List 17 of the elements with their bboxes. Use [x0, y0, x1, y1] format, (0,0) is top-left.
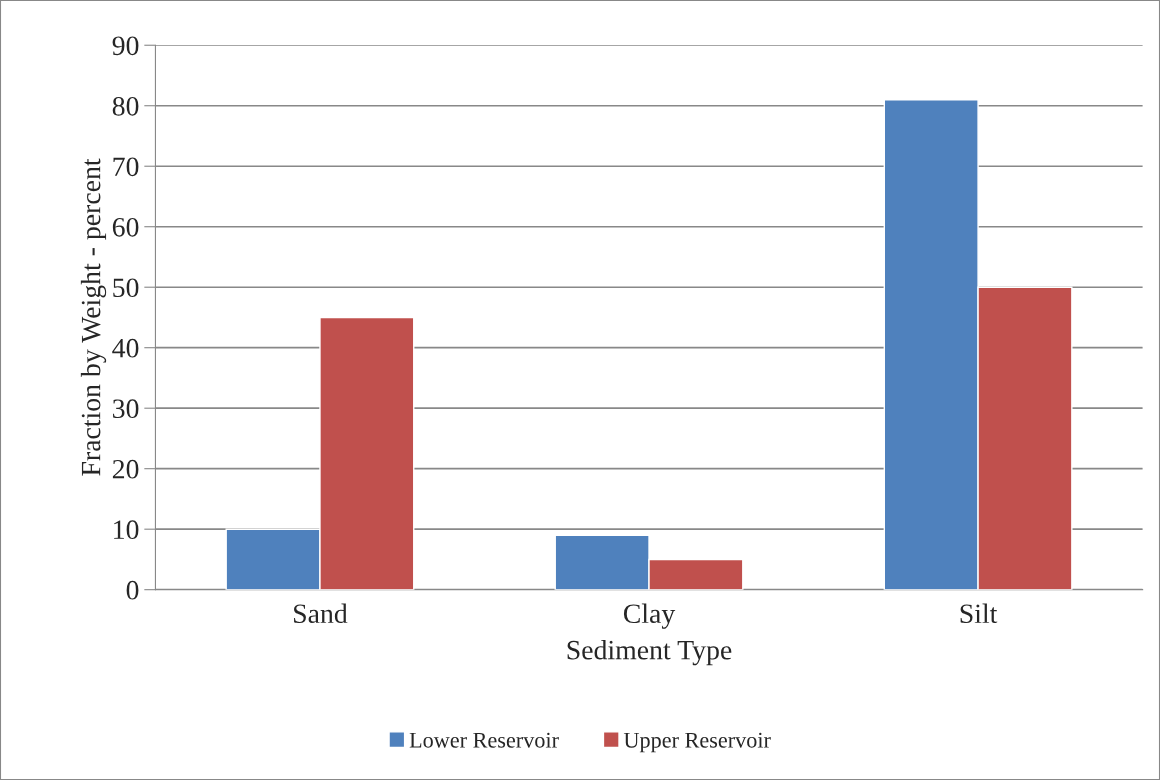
y-tick-label: 60	[112, 217, 139, 237]
y-tick-label: 0	[126, 580, 139, 600]
legend-label: Upper Reservoir	[623, 732, 771, 753]
y-tick-label: 90	[112, 36, 139, 56]
x-tick-label: Clay	[623, 603, 676, 629]
x-tick-label: Sand	[294, 603, 348, 624]
y-tick-label: 10	[114, 520, 139, 540]
x-axis-title: Sediment Type	[567, 639, 732, 666]
y-axis-title: Fraction by Weight - percent	[80, 158, 107, 476]
y-tick-label: 80	[112, 96, 139, 116]
y-tick-label: 20	[112, 459, 139, 479]
y-tick-label: 40	[112, 338, 139, 358]
y-tick-label: 70	[113, 157, 139, 177]
x-tick-label: Silt	[960, 603, 998, 624]
y-tick-label: 50	[113, 278, 139, 298]
legend-label: Lower Reservoir	[409, 732, 559, 748]
y-tick-label: 30	[113, 399, 139, 419]
